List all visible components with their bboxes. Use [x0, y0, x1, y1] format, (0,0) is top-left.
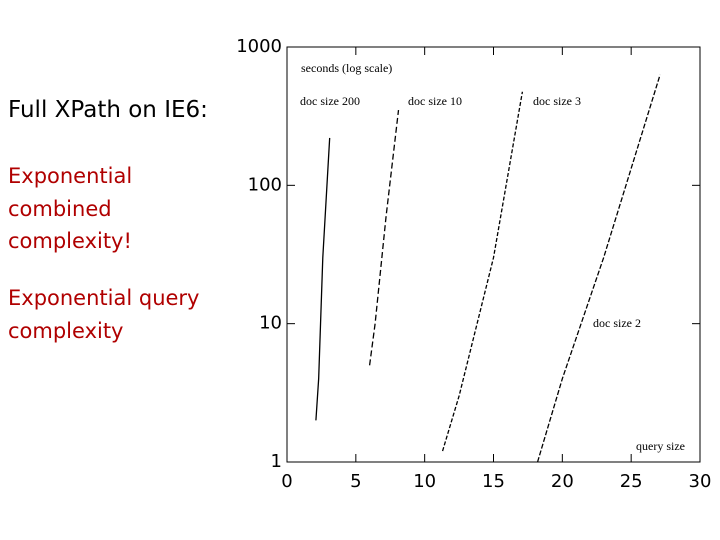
x-tick-label: 5	[350, 471, 361, 492]
series-label: doc size 10	[408, 94, 462, 108]
y-axis-label: seconds (log scale)	[301, 61, 392, 75]
y-tick-label: 1000	[236, 36, 282, 57]
bullet: Exponential combined complexity!	[8, 164, 133, 254]
series-label: doc size 3	[533, 94, 581, 108]
series-line	[368, 109, 400, 366]
x-tick-label: 20	[551, 471, 574, 492]
heading: Full XPath on IE6:	[8, 97, 208, 123]
x-tick-label: 30	[689, 471, 712, 492]
x-axis-label: query size	[636, 439, 685, 453]
series-label: doc size 2	[593, 316, 641, 330]
y-tick-label: 100	[248, 174, 282, 195]
series-label: doc size 200	[300, 94, 360, 108]
bullet: Exponential query complexity	[8, 286, 200, 343]
series-line	[315, 137, 331, 421]
x-tick-label: 15	[482, 471, 505, 492]
x-tick-label: 0	[281, 471, 292, 492]
x-tick-label: 25	[620, 471, 643, 492]
series-line	[441, 91, 524, 452]
series-line	[536, 74, 661, 463]
y-tick-label: 1	[271, 451, 282, 472]
plot-frame	[286, 46, 701, 463]
x-tick-label: 10	[413, 471, 436, 492]
y-tick-label: 10	[259, 313, 282, 334]
